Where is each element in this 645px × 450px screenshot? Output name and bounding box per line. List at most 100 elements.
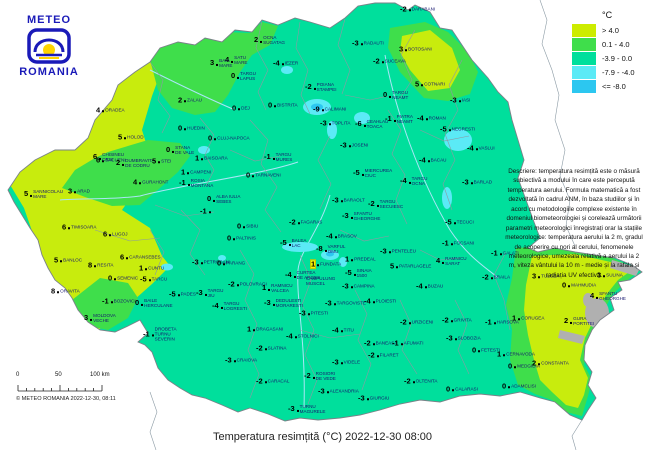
station-name: TARCU <box>151 276 168 282</box>
station-label: 4 SATU MARE <box>225 55 247 65</box>
station-label: -3 IASI <box>450 96 470 104</box>
station-marker-dot <box>74 191 77 194</box>
station-marker-dot <box>340 330 343 333</box>
station-name: TARGOVISTE <box>336 300 366 306</box>
station-temperature: 0 <box>246 170 251 180</box>
station-temperature: 0 <box>472 345 477 355</box>
station-marker-dot <box>503 354 506 357</box>
station-marker-dot <box>293 275 296 278</box>
station-name: MEDGIDIA <box>517 363 540 369</box>
station-name: BRASOV <box>337 233 357 239</box>
station-name: MAHMUDIA <box>571 282 597 288</box>
station-marker-dot <box>317 264 320 267</box>
station-marker-dot <box>187 172 190 175</box>
station-marker-dot <box>294 336 297 339</box>
station-label: 1 CUNTU <box>139 264 164 272</box>
station-label: 0 CLUJ-NAPOCA <box>208 134 250 142</box>
station-marker-dot <box>348 145 351 148</box>
station-temperature: 5 <box>152 156 157 166</box>
station-marker-dot <box>102 160 105 163</box>
legend-label: <= -8.0 <box>602 81 626 91</box>
station-name: ROSIORI DE VEDE <box>315 370 336 381</box>
meteo-logo-icon <box>27 28 71 64</box>
station-name: GIURGIU <box>369 395 390 401</box>
station-temperature: 4 <box>590 291 595 301</box>
station-name: DEJ <box>241 105 250 111</box>
station-temperature: 8 <box>51 286 56 296</box>
station-temperature: -5 <box>440 124 447 134</box>
station-label: 0 PALTINIS <box>227 234 256 242</box>
station-marker-dot <box>350 286 353 289</box>
station-temperature: -1 <box>200 206 207 216</box>
station-name: VARFUL OMU <box>327 243 346 254</box>
station-name: RAMNICU SARAT <box>445 255 467 266</box>
scale-label-0: 0 <box>16 372 20 378</box>
station-marker-dot <box>518 318 521 321</box>
station-name: BOZOVICI <box>113 298 136 304</box>
station-marker-dot <box>109 234 112 237</box>
station-label: -4 TARGU LOGRESTI <box>212 301 247 311</box>
station-name: TARGU OCNA <box>411 175 428 186</box>
station-temperature: 1 <box>181 167 186 177</box>
station-marker-dot <box>214 138 217 141</box>
station-marker-dot <box>151 334 154 337</box>
station-label: -3 TARGOVISTE <box>325 299 366 307</box>
station-label: -2 POIANA STAMPEI <box>305 82 337 92</box>
station-marker-dot <box>388 251 391 254</box>
station-marker-dot <box>508 386 511 389</box>
station-name: PIATRA NEAMT <box>396 113 413 124</box>
legend-swatch <box>572 23 596 37</box>
station-marker-dot <box>281 63 284 66</box>
station-temperature: -4 <box>285 270 292 280</box>
station-label: 5 SANNICOLAU MARE <box>24 189 63 199</box>
station-name: CEAHLAU TOACA <box>366 118 389 129</box>
station-label: -2 TARGU SECUIESC <box>368 199 403 209</box>
station-marker-dot <box>126 257 129 260</box>
station-label: -3 ALEXANDRIA <box>318 387 359 395</box>
station-name: VIDELE <box>343 359 361 365</box>
station-temperature: 6 <box>62 222 67 232</box>
station-marker-dot <box>363 124 366 127</box>
station-marker-dot <box>408 322 411 325</box>
station-temperature: -3 <box>462 177 469 187</box>
station-temperature: 0 <box>268 100 273 110</box>
station-name: PATARLAGELE <box>399 263 432 269</box>
station-temperature: -3 <box>340 140 347 150</box>
station-name: LUGOJ <box>112 231 128 237</box>
station-name: BOTOSANI <box>408 46 432 52</box>
station-marker-dot <box>184 128 187 131</box>
station-name: PALTINIS <box>236 235 256 241</box>
station-label: -4 TARGU OCNA <box>400 176 427 186</box>
station-name: MOLDOVA VECHE <box>93 312 116 323</box>
station-marker-dot <box>454 338 457 341</box>
station-marker-dot <box>187 183 190 186</box>
station-temperature: -1 <box>102 296 109 306</box>
station-label: -5 SINAIA 1500 <box>345 268 372 278</box>
station-marker-dot <box>253 329 256 332</box>
station-marker-dot <box>243 226 246 229</box>
station-temperature: -2 <box>304 371 311 381</box>
station-label: 2 DUMBRAVITA DE CODRU <box>116 158 155 168</box>
station-name: CARACAL <box>267 378 290 384</box>
station-label: 2 CONSTANTA <box>532 359 569 367</box>
station-label: 1 CORUGEA <box>512 314 544 322</box>
station-temperature: 4 <box>225 55 230 65</box>
station-name: PREDEAL <box>354 256 376 262</box>
station-temperature: -1 <box>179 178 186 188</box>
station-label: 6 LUGOJ <box>103 230 128 238</box>
station-name: BAILE HERCULANE <box>144 297 173 308</box>
station-name: POIANA STAMPEI <box>316 81 337 92</box>
station-temperature: -2 <box>404 376 411 386</box>
station-label: -3 CRAIOVA <box>225 356 257 364</box>
station-name: ZALAU <box>187 97 202 103</box>
station-temperature: 5 <box>54 255 59 265</box>
station-temperature: 2 <box>564 316 569 326</box>
station-marker-dot <box>252 175 255 178</box>
station-temperature: -3 <box>358 393 365 403</box>
station-name: TECUCI <box>456 219 474 225</box>
station-label: -2 FAGARAS <box>289 218 322 226</box>
legend-item: -7.9 - -4.0 <box>572 65 635 79</box>
station-label: -3 SLOBOZIA <box>446 334 481 342</box>
station-label: -2 URZICENI <box>400 318 433 326</box>
station-temperature: -5 <box>280 238 287 248</box>
